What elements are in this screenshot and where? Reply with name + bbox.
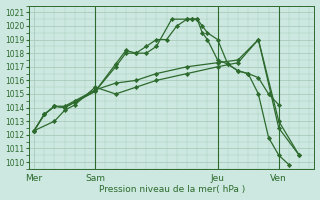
X-axis label: Pression niveau de la mer( hPa ): Pression niveau de la mer( hPa ) xyxy=(99,185,245,194)
